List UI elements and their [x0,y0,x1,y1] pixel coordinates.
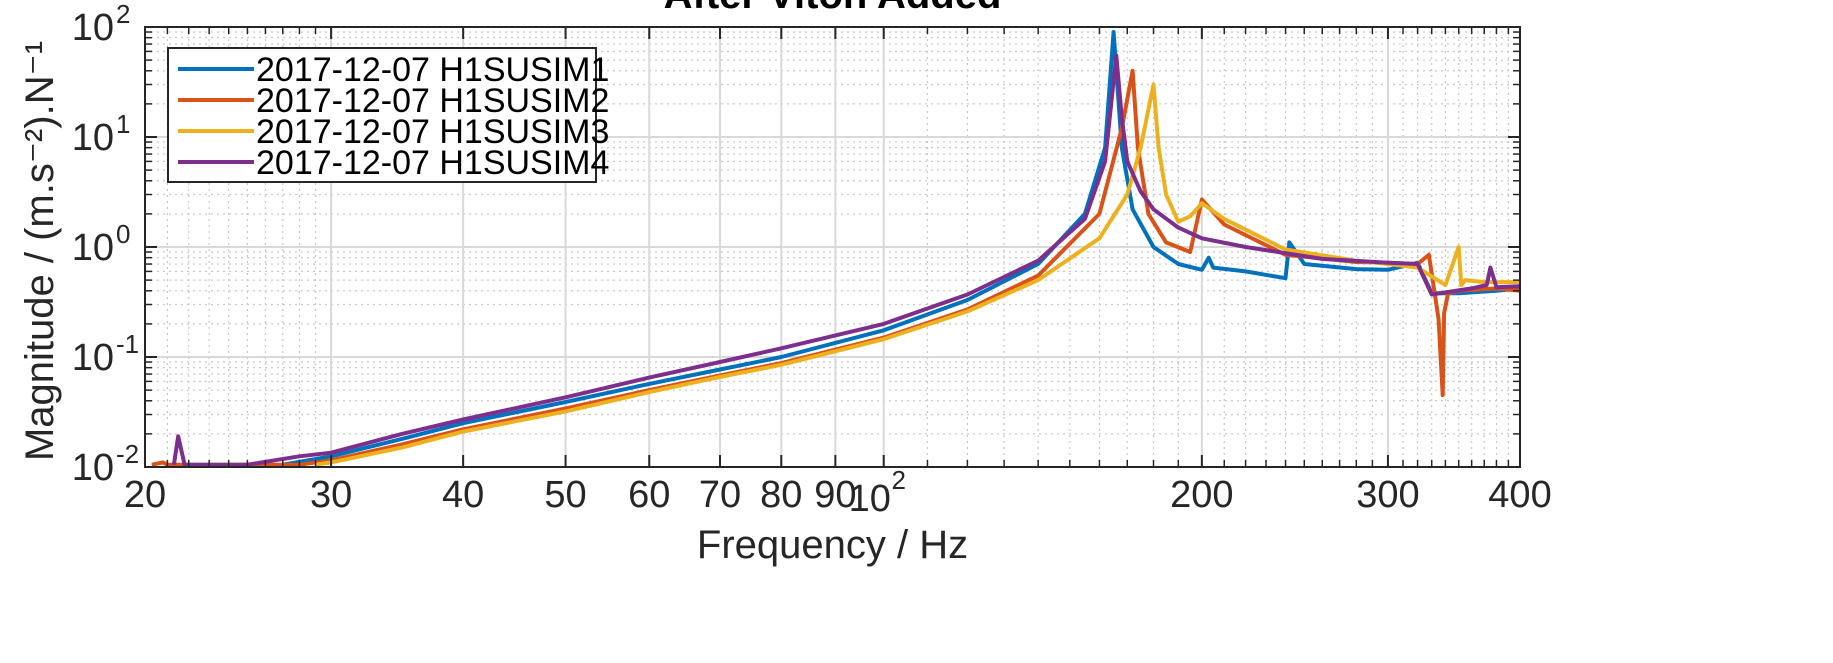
x-tick-label: 300 [1356,474,1419,516]
y-tick-label: 10 [72,337,114,379]
x-tick-label-exponent: 2 [891,465,905,495]
y-tick-label-exponent: 1 [116,109,130,139]
x-tick-label: 10 [849,478,891,520]
series-line-3 [315,82,1520,467]
x-tick-label: 400 [1488,474,1551,516]
chart-title: After Viton Added [664,0,1002,17]
y-tick-label: 10 [72,117,114,159]
y-tick-label: 10 [72,7,114,49]
y-tick-label-exponent: -2 [116,439,139,469]
x-tick-label: 50 [544,474,586,516]
y-tick-label-exponent: 2 [116,0,130,29]
legend-label: 2017-12-07 H1SUSIM1 [256,51,609,89]
series-layer [151,30,1521,467]
series-line-2 [151,68,1521,467]
x-tick-label: 90 [814,474,856,516]
x-tick-label: 30 [310,474,352,516]
x-tick-label: 20 [124,474,166,516]
y-axis-title: Magnitude / (m.s⁻²).N⁻¹ [18,41,62,461]
series-line-4 [171,53,1521,467]
y-tick-label: 10 [72,447,114,489]
series-line-1 [282,30,1521,467]
x-axis-title: Frequency / Hz [697,523,968,567]
x-tick-label: 80 [760,474,802,516]
y-tick-label-exponent: -1 [116,329,139,359]
x-tick-label: 70 [699,474,741,516]
legend-label: 2017-12-07 H1SUSIM3 [256,113,609,151]
legend-label: 2017-12-07 H1SUSIM4 [256,144,609,182]
y-tick-label-exponent: 0 [116,219,130,249]
legend-label: 2017-12-07 H1SUSIM2 [256,82,609,120]
x-tick-label: 200 [1170,474,1233,516]
x-tick-label: 40 [442,474,484,516]
y-tick-label: 10 [72,227,114,269]
x-tick-label: 60 [628,474,670,516]
axis-ticks [144,26,1521,468]
